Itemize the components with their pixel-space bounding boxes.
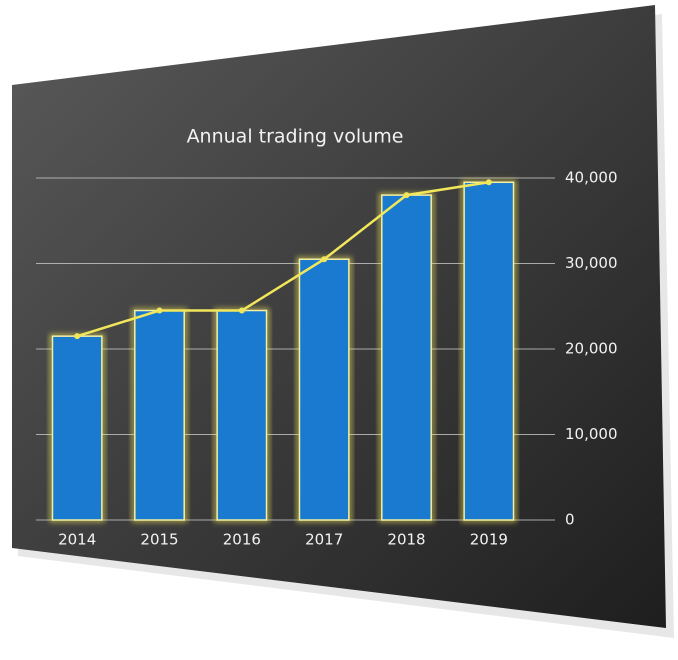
chart-title: Annual trading volume [187, 126, 404, 148]
bar [463, 181, 515, 521]
x-tick-label: 2014 [58, 531, 96, 549]
x-tick-label: 2018 [387, 531, 425, 549]
trend-point [321, 256, 328, 263]
y-tick-label: 10,000 [565, 425, 618, 443]
trend-point [74, 333, 81, 340]
x-tick-label: 2019 [470, 531, 508, 549]
x-tick-label: 2015 [140, 531, 178, 549]
x-tick-label: 2016 [223, 531, 261, 549]
bar [298, 258, 350, 521]
trend-point [156, 307, 163, 314]
y-tick-label: 30,000 [565, 254, 618, 272]
y-tick-label: 20,000 [565, 340, 618, 358]
bar [134, 309, 185, 521]
trend-line [76, 181, 490, 338]
trend-point [485, 179, 492, 186]
bar [381, 194, 432, 521]
y-tick-label: 0 [565, 511, 575, 529]
y-tick-label: 40,000 [565, 169, 618, 187]
trend-point [403, 192, 410, 199]
bar [51, 335, 103, 521]
trend-point [238, 307, 245, 314]
x-tick-label: 2017 [305, 531, 343, 549]
bar [216, 309, 268, 521]
